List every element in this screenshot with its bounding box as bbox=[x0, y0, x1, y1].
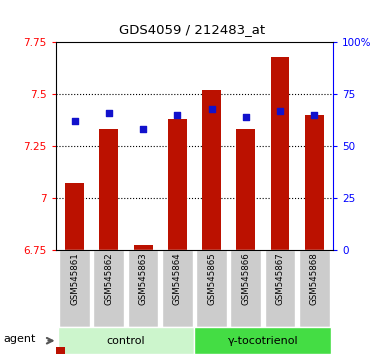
Point bbox=[174, 112, 181, 118]
Bar bbox=[202, 90, 221, 250]
Text: GSM545863: GSM545863 bbox=[139, 252, 147, 305]
Bar bbox=[162, 250, 193, 327]
Text: GSM545864: GSM545864 bbox=[173, 252, 182, 305]
Text: GDS4059 / 212483_at: GDS4059 / 212483_at bbox=[119, 23, 266, 36]
Bar bbox=[99, 130, 118, 250]
Bar bbox=[168, 119, 187, 250]
Bar bbox=[65, 183, 84, 250]
Bar bbox=[194, 327, 331, 354]
Bar bbox=[305, 115, 324, 250]
Bar bbox=[299, 250, 330, 327]
Text: GSM545868: GSM545868 bbox=[310, 252, 319, 305]
Text: GSM545867: GSM545867 bbox=[276, 252, 285, 305]
Point bbox=[277, 108, 283, 114]
Text: γ-tocotrienol: γ-tocotrienol bbox=[228, 336, 298, 346]
Bar bbox=[264, 250, 295, 327]
Bar bbox=[128, 250, 159, 327]
Point bbox=[72, 118, 78, 124]
Bar bbox=[230, 250, 261, 327]
Text: GSM545862: GSM545862 bbox=[104, 252, 113, 305]
Point bbox=[106, 110, 112, 116]
Bar bbox=[196, 250, 227, 327]
Bar bbox=[59, 250, 90, 327]
Text: agent: agent bbox=[4, 334, 36, 344]
Bar bbox=[57, 327, 194, 354]
Bar bbox=[134, 245, 152, 250]
Point bbox=[311, 112, 317, 118]
Text: GSM545861: GSM545861 bbox=[70, 252, 79, 305]
Text: GSM545865: GSM545865 bbox=[207, 252, 216, 305]
Text: GSM545866: GSM545866 bbox=[241, 252, 250, 305]
Point bbox=[208, 106, 214, 112]
Bar bbox=[94, 250, 124, 327]
Point bbox=[140, 127, 146, 132]
Point bbox=[243, 114, 249, 120]
Bar bbox=[236, 130, 255, 250]
Bar bbox=[271, 57, 290, 250]
Text: control: control bbox=[107, 336, 145, 346]
